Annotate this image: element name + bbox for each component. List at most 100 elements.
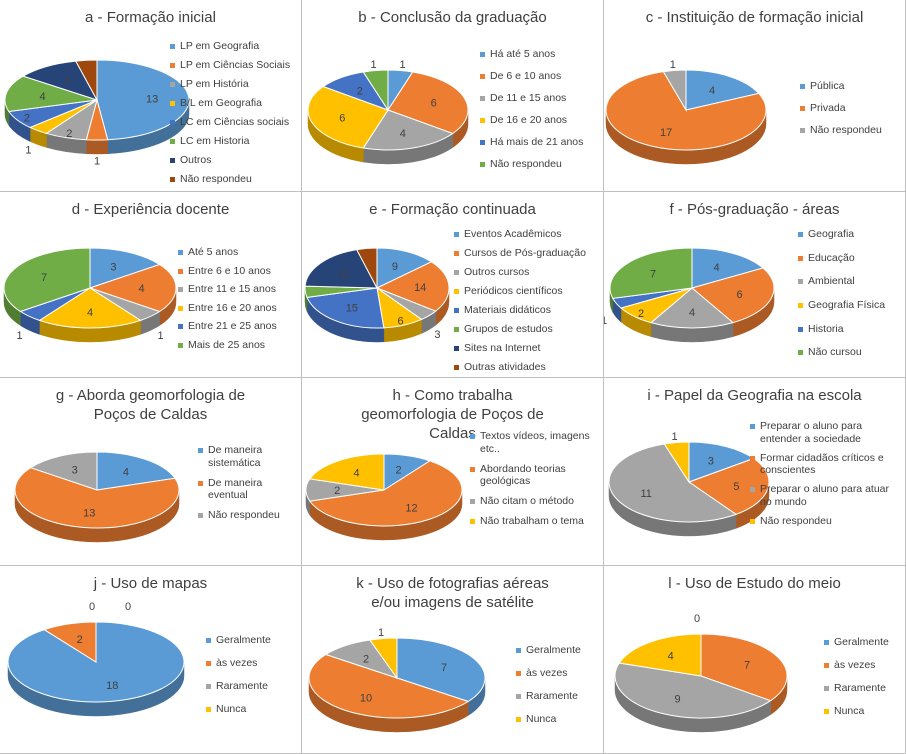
legend-item: Nunca <box>206 703 300 716</box>
legend-item: Raramente <box>516 690 602 703</box>
legend-item: Outros cursos <box>454 266 602 279</box>
legend-item: Formar cidadãos críticos e conscientes <box>750 452 902 477</box>
legend-label: Outros cursos <box>464 266 530 278</box>
legend-swatch <box>170 177 175 182</box>
chart-panel: 9143615313e - Formação continuadaEventos… <box>302 192 604 378</box>
legend-label: Materiais didáticos <box>464 304 551 316</box>
data-label: 2 <box>24 113 30 125</box>
data-label: 13 <box>146 94 158 106</box>
legend-label: Educação <box>808 251 855 264</box>
legend-label: Entre 16 e 20 anos <box>188 301 277 314</box>
legend-item: Não respondeu <box>170 173 300 186</box>
pie-slice-materiais-didaticos <box>306 287 385 329</box>
pie-slice-outras-atividades <box>355 247 378 289</box>
legend-swatch <box>454 365 459 370</box>
legend-swatch <box>454 251 459 256</box>
data-label: 7 <box>41 272 47 284</box>
legend-swatch <box>750 487 755 492</box>
legend-label: Não trabalham o tema <box>480 515 584 527</box>
data-label: 1 <box>604 315 607 327</box>
legend-label: Privada <box>810 102 846 114</box>
pie-slice-nao-respondeu <box>362 69 389 112</box>
data-label: 4 <box>668 651 674 663</box>
pie-slice-formar-cidadaos-criticos-e-conscientes <box>687 457 770 515</box>
legend-item: Raramente <box>824 682 904 695</box>
data-label: 7 <box>744 660 750 672</box>
data-label: 0 <box>694 613 700 625</box>
legend-swatch <box>824 640 829 645</box>
chart-title: c - Instituição de formação inicial <box>645 9 864 26</box>
legend-item: às vezes <box>824 659 904 672</box>
data-label: 3 <box>708 456 714 468</box>
legend-label: De 6 e 10 anos <box>490 70 562 82</box>
legend-label: Não respondeu <box>180 173 252 185</box>
data-label: 4 <box>40 91 46 103</box>
legend-label: De 16 e 20 anos <box>490 114 568 126</box>
legend-swatch <box>824 709 829 714</box>
legend-item: Entre 16 e 20 anos <box>178 302 296 315</box>
chart-panel: 4 13 3 g - Aborda geomorfologia de Poços de… <box>0 378 302 566</box>
legend-item: Sites na Internet <box>454 342 602 355</box>
legend-item: Preparar o aluno para entender a socieda… <box>750 420 902 445</box>
legend-swatch <box>798 232 803 237</box>
data-label: 7 <box>441 662 447 674</box>
data-label: 1 <box>157 330 163 342</box>
legend-item: Geralmente <box>206 634 300 647</box>
data-label: 7 <box>650 268 656 280</box>
chart-panel: 0 7 9 4 l - Uso de Estudo do meio Geralmente à… <box>604 566 906 754</box>
legend-label: Mais de 25 anos <box>188 338 266 351</box>
data-label: 1 <box>671 431 677 443</box>
legend-item: De maneira sistemática <box>198 444 300 469</box>
legend-swatch <box>750 455 755 461</box>
legend-swatch <box>800 106 805 111</box>
legend-swatch <box>170 82 175 87</box>
data-label: 2 <box>77 634 83 646</box>
data-label: 3 <box>110 262 116 274</box>
pie-chart: 4 17 1 <box>605 59 767 165</box>
legend-label: Outras atividades <box>464 361 546 373</box>
legend-item: Historia <box>798 323 902 336</box>
legend-swatch <box>170 44 175 49</box>
pie-chart: 1 6 4 6 2 1 <box>307 59 469 165</box>
legend-item: Não trabalham o tema <box>470 515 600 528</box>
legend-label: Entre 21 e 25 anos <box>188 320 277 332</box>
chart-panel: 2 12 2 4 h - Como trabalha geomorfologia de … <box>302 378 604 566</box>
legend-label: Nunca <box>216 703 247 715</box>
pie-slice-de-11-e-15-anos <box>362 109 454 151</box>
legend-swatch <box>750 424 755 429</box>
legend-swatch <box>516 717 521 722</box>
legend-item: LP em Geografia <box>170 40 300 53</box>
data-label: 5 <box>733 481 739 493</box>
legend-item: Não cursou <box>798 346 902 359</box>
pie-chart: 4 13 3 <box>14 451 180 543</box>
pie-slice-nao-trabalham-o-tema <box>308 453 385 491</box>
chart-title: i - Papel da Geografia na escola <box>647 387 862 404</box>
data-label: 1 <box>670 59 676 71</box>
legend-label: às vezes <box>216 657 258 669</box>
chart-title: k - Uso de fotografias aéreas e/ou image… <box>356 575 549 611</box>
legend-item: Preparar o aluno para atuar no mundo <box>750 483 902 508</box>
data-label: 15 <box>346 303 358 315</box>
pie-slice-nunca <box>618 633 702 677</box>
pie-slice-geralmente <box>396 637 486 703</box>
legend-swatch <box>470 499 475 504</box>
data-label: 4 <box>400 128 406 140</box>
legend-item: LP em História <box>170 78 300 91</box>
legend-item: Entre 6 e 10 anos <box>178 265 296 278</box>
legend-swatch <box>198 513 203 518</box>
legend-swatch <box>178 305 183 311</box>
pie-slice-eventos-academicos <box>376 247 433 289</box>
data-label: 2 <box>638 308 644 320</box>
legend-item: De 11 e 15 anos <box>480 92 598 105</box>
legend-label: B/L em Geografia <box>180 97 262 109</box>
legend-label: Eventos Acadêmicos <box>464 228 562 240</box>
legend-label: LP em Ciências Sociais <box>180 59 291 71</box>
legend-item: às vezes <box>206 657 300 670</box>
legend-swatch <box>480 96 485 101</box>
chart-legend: Preparar o aluno para entender a socieda… <box>750 420 902 534</box>
pie-slice-lc-em-historia <box>4 75 98 113</box>
data-label: 3 <box>72 465 78 477</box>
legend-item: Pública <box>800 80 900 93</box>
